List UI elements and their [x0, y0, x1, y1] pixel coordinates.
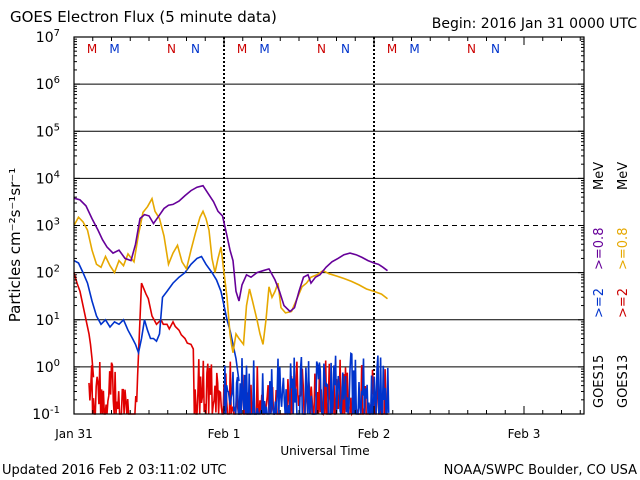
y-tick-label: 102 [36, 264, 60, 282]
satellite-marker: N [167, 42, 176, 56]
x-tick-label: Feb 2 [358, 427, 391, 441]
y-tick-label: 106 [36, 75, 60, 93]
data-line [73, 196, 388, 353]
x-tick-label: Feb 3 [508, 427, 541, 441]
legend: GOES15 >=2 >=0.8 MeV GOES13 >=2 >=0.8 MeV [592, 162, 631, 408]
y-tick-label: 103 [36, 217, 60, 235]
x-tick-label: Feb 1 [208, 427, 241, 441]
legend-unit: MeV [592, 162, 607, 190]
series-group [73, 196, 388, 353]
data-line [73, 184, 388, 313]
y-tick-label: 100 [36, 358, 60, 376]
legend-entry: >=0.8 [616, 228, 631, 270]
legend-entry: >=2 [616, 288, 631, 318]
satellite-marker: M [237, 42, 247, 56]
satellite-marker: N [491, 42, 500, 56]
y-tick-label: 107 [36, 28, 60, 46]
begin-label: Begin: 2016 Jan 31 0000 UTC [432, 16, 637, 32]
chart-title: GOES Electron Flux (5 minute data) [10, 8, 277, 26]
satellite-marker: N [467, 42, 476, 56]
y-tick-label: 10-1 [32, 405, 60, 423]
satellite-marker: M [409, 42, 419, 56]
satellite-marker: M [387, 42, 397, 56]
satellite-marker: M [109, 42, 119, 56]
satellite-marker: N [341, 42, 350, 56]
y-tick-label: 101 [36, 311, 60, 329]
gridlines [74, 37, 584, 414]
y-tick-label: 105 [36, 122, 60, 140]
data-line [73, 272, 95, 378]
legend-entry: >=0.8 [592, 228, 607, 270]
updated-timestamp: Updated 2016 Feb 2 03:11:02 UTC [2, 463, 227, 478]
series-group [73, 184, 388, 313]
x-axis-label: Universal Time [280, 444, 369, 458]
y-tick-label: 104 [36, 169, 60, 187]
source-credit: NOAA/SWPC Boulder, CO USA [444, 463, 637, 478]
legend-unit: MeV [616, 162, 631, 190]
satellite-marker: M [87, 42, 97, 56]
legend-group-name: GOES13 [616, 355, 631, 408]
data-line [73, 255, 240, 382]
x-axis-ticks: Jan 31 Feb 1 Feb 2 Feb 3 [54, 37, 581, 441]
satellite-marker: M [259, 42, 269, 56]
y-axis-ticks: 107 106 105 104 103 102 101 100 10-1 [32, 28, 584, 423]
data-series [73, 184, 390, 417]
legend-entry: >=2 [592, 288, 607, 318]
legend-group-name: GOES15 [592, 355, 607, 408]
x-tick-label: Jan 31 [54, 427, 93, 441]
y-axis-label: Particles cm⁻²s⁻¹sr⁻¹ [6, 168, 24, 322]
satellite-marker: N [191, 42, 200, 56]
satellite-marker: N [317, 42, 326, 56]
